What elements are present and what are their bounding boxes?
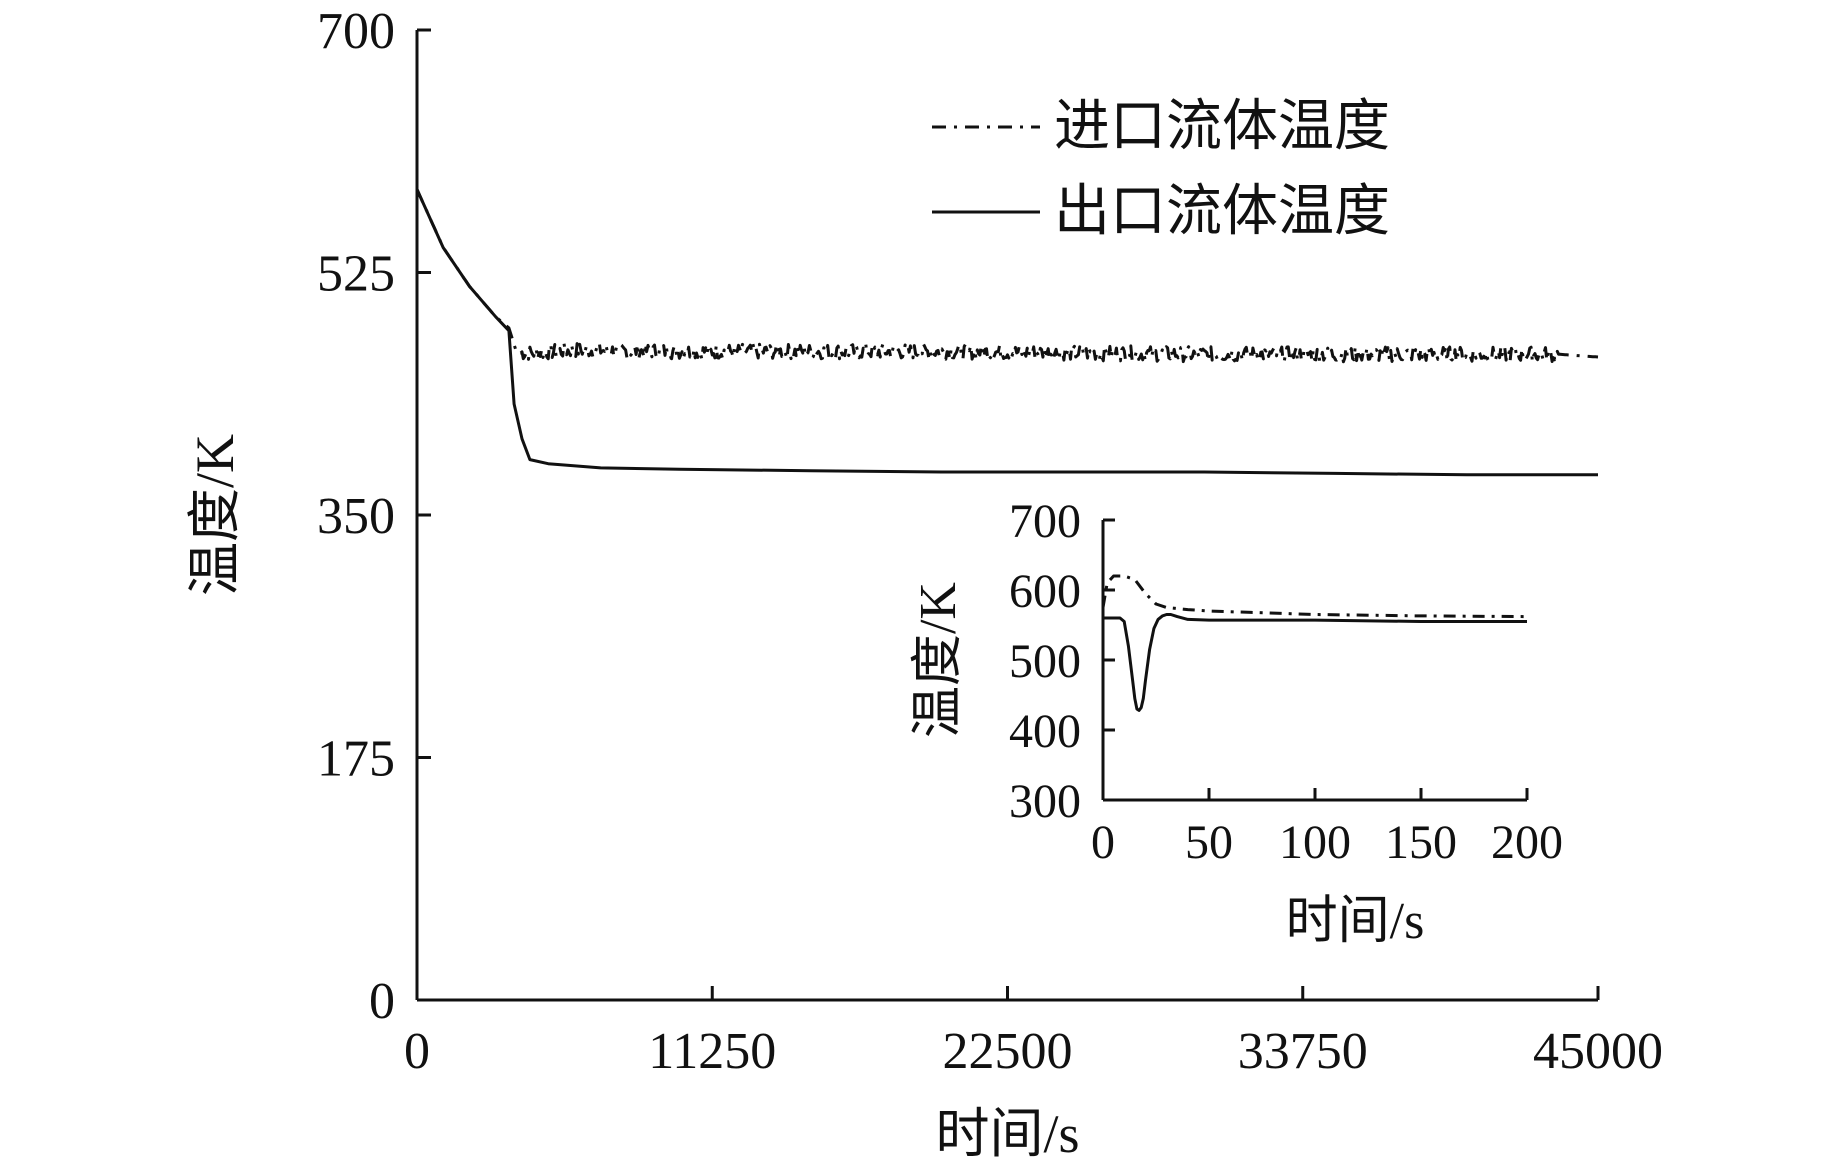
main-x-tick-label: 11250 <box>648 1023 776 1080</box>
inset-x-tick-label: 150 <box>1385 816 1457 869</box>
inset-y-tick-label: 700 <box>1009 495 1081 548</box>
inset-x-tick-label: 200 <box>1491 816 1563 869</box>
main-y-axis-title: 温度/K <box>185 434 245 596</box>
inset-y-tick-label: 500 <box>1009 635 1081 688</box>
inset-y-tick-label: 600 <box>1009 565 1081 618</box>
main-y-tick-label: 350 <box>317 488 395 545</box>
main-x-tick-label: 33750 <box>1238 1023 1368 1080</box>
main-x-tick-label: 45000 <box>1533 1023 1663 1080</box>
main-x-tick-label: 0 <box>404 1023 430 1080</box>
inset-x-tick-label: 0 <box>1091 816 1115 869</box>
main-y-tick-label: 0 <box>369 973 395 1030</box>
main-y-tick-label: 525 <box>317 246 395 303</box>
main-y-tick-label: 700 <box>317 3 395 60</box>
main-y-tick-label: 175 <box>317 731 395 788</box>
legend-label-outlet: 出口流体温度 <box>1054 181 1390 243</box>
main-x-axis-title: 时间/s <box>935 1104 1079 1164</box>
inset-x-tick-label: 100 <box>1279 816 1351 869</box>
legend-label-inlet: 进口流体温度 <box>1054 96 1390 158</box>
inset-series-line-inlet <box>1101 574 1528 619</box>
main-series-line-outlet <box>415 188 1598 477</box>
inset-y-tick-label: 300 <box>1009 775 1081 828</box>
inset-series-line-outlet <box>1103 613 1527 712</box>
main-x-tick-label: 22500 <box>943 1023 1073 1080</box>
main-series-line-inlet <box>415 188 1599 364</box>
inset-y-tick-label: 400 <box>1009 705 1081 758</box>
inset-x-tick-label: 50 <box>1185 816 1233 869</box>
inset-x-axis-title: 时间/s <box>1286 893 1425 950</box>
inset-y-axis-title: 温度/K <box>910 582 967 738</box>
